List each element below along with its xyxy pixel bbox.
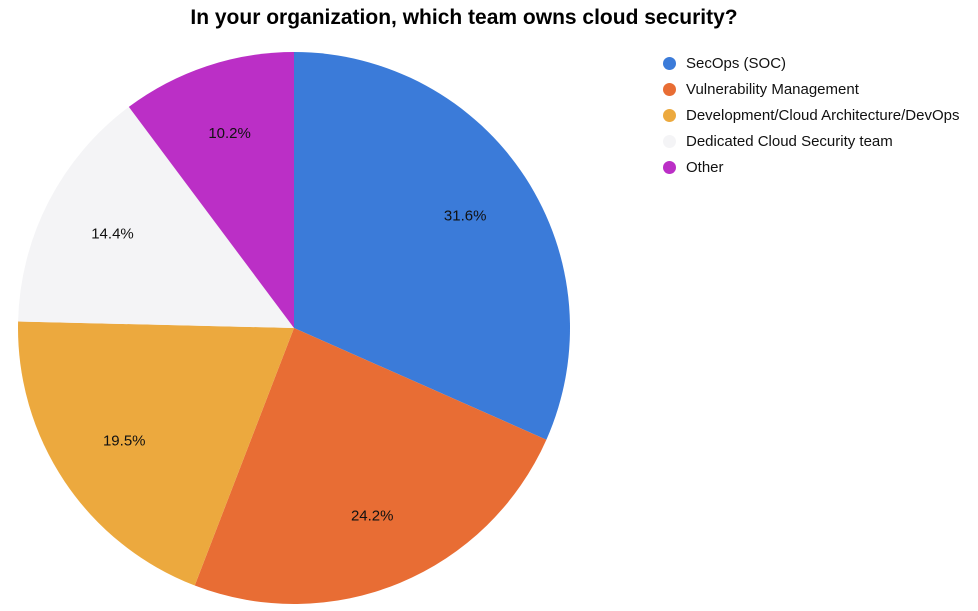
legend: SecOps (SOC) Vulnerability Management Deve… bbox=[663, 50, 959, 180]
pie-slice-vulnerability-management bbox=[194, 328, 547, 604]
legend-swatch-icon bbox=[663, 108, 676, 122]
legend-label: Development/Cloud Architecture/DevOps bbox=[686, 106, 960, 124]
pie-slice-secops-soc bbox=[294, 52, 570, 440]
slice-label-secops-soc: 31.6% bbox=[444, 208, 487, 225]
legend-label: Dedicated Cloud Security team bbox=[686, 132, 893, 150]
legend-item-development-cloud-architecture-devops[interactable]: Development/Cloud Architecture/DevOps bbox=[663, 102, 959, 128]
pie-slice-dedicated-cloud-security-team bbox=[18, 106, 295, 329]
legend-label: SecOps (SOC) bbox=[686, 54, 787, 72]
legend-item-other[interactable]: Other bbox=[663, 154, 959, 180]
slice-label-vulnerability-management: 24.2% bbox=[351, 508, 394, 525]
legend-item-vulnerability-management[interactable]: Vulnerability Management bbox=[663, 76, 959, 102]
legend-label: Vulnerability Management bbox=[686, 80, 859, 98]
legend-swatch-icon bbox=[663, 134, 676, 148]
slice-label-development-cloud-architecture-devops: 19.5% bbox=[103, 433, 146, 450]
chart-title: In your organization, which team owns cl… bbox=[190, 6, 738, 29]
legend-swatch-icon bbox=[663, 82, 676, 96]
legend-item-dedicated-cloud-security-team[interactable]: Dedicated Cloud Security team bbox=[663, 128, 959, 154]
pie-slice-development-cloud-architecture-devops bbox=[18, 321, 295, 586]
legend-label: Other bbox=[686, 158, 724, 176]
legend-swatch-icon bbox=[663, 160, 676, 174]
pie-slice-other bbox=[128, 51, 294, 328]
legend-swatch-icon bbox=[663, 56, 676, 70]
slice-label-dedicated-cloud-security-team: 14.4% bbox=[91, 225, 134, 242]
legend-item-secops-soc[interactable]: SecOps (SOC) bbox=[663, 50, 959, 76]
slice-label-other: 10.2% bbox=[208, 125, 251, 142]
